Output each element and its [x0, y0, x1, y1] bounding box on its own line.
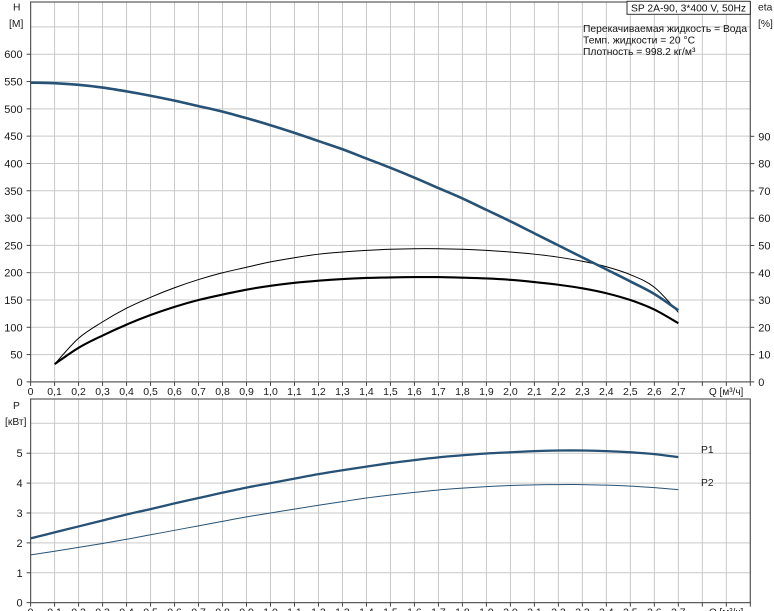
svg-text:40: 40 — [758, 268, 770, 280]
svg-text:1,5: 1,5 — [383, 607, 398, 611]
svg-text:0,3: 0,3 — [95, 607, 110, 611]
svg-text:0,9: 0,9 — [239, 607, 254, 611]
svg-text:50: 50 — [10, 350, 22, 362]
svg-text:4: 4 — [16, 478, 22, 490]
svg-text:0,3: 0,3 — [95, 386, 110, 398]
svg-text:0: 0 — [16, 598, 22, 610]
svg-text:0,5: 0,5 — [143, 607, 158, 611]
svg-text:P2: P2 — [701, 478, 714, 489]
svg-text:1,2: 1,2 — [311, 607, 326, 611]
svg-text:P: P — [13, 401, 20, 412]
svg-text:1,4: 1,4 — [359, 607, 374, 611]
svg-text:H: H — [13, 3, 20, 14]
svg-text:1,7: 1,7 — [431, 607, 446, 611]
svg-text:[%]: [%] — [758, 19, 773, 30]
svg-text:0,1: 0,1 — [47, 607, 62, 611]
svg-text:2,2: 2,2 — [551, 386, 566, 398]
svg-text:1: 1 — [16, 568, 22, 580]
svg-text:1,0: 1,0 — [263, 386, 278, 398]
svg-text:1,2: 1,2 — [311, 386, 326, 398]
svg-text:2,1: 2,1 — [527, 607, 542, 611]
svg-text:Перекачиваемая жидкость = Вода: Перекачиваемая жидкость = Вода — [583, 24, 747, 35]
svg-text:Плотность = 998.2 кг/м³: Плотность = 998.2 кг/м³ — [583, 47, 696, 58]
svg-text:350: 350 — [4, 186, 22, 198]
svg-text:2,5: 2,5 — [623, 386, 638, 398]
svg-text:250: 250 — [4, 240, 22, 252]
svg-text:1,0: 1,0 — [263, 607, 278, 611]
svg-text:2,1: 2,1 — [527, 386, 542, 398]
svg-text:50: 50 — [758, 240, 770, 252]
svg-text:2,3: 2,3 — [575, 386, 590, 398]
svg-text:2,6: 2,6 — [647, 607, 662, 611]
svg-text:0,6: 0,6 — [167, 607, 182, 611]
svg-text:1,9: 1,9 — [479, 607, 494, 611]
svg-text:eta: eta — [758, 3, 773, 14]
svg-text:2,7: 2,7 — [671, 607, 686, 611]
svg-text:0,5: 0,5 — [143, 386, 158, 398]
svg-text:600: 600 — [4, 49, 22, 61]
svg-text:2,4: 2,4 — [599, 386, 614, 398]
svg-text:Q [м³/ч]: Q [м³/ч] — [709, 608, 744, 611]
svg-text:80: 80 — [758, 159, 770, 171]
svg-text:1,6: 1,6 — [407, 386, 422, 398]
svg-text:0: 0 — [28, 607, 34, 611]
svg-text:1,4: 1,4 — [359, 386, 374, 398]
svg-text:500: 500 — [4, 104, 22, 116]
svg-text:0,7: 0,7 — [191, 386, 206, 398]
svg-text:SP 2A-90, 3*400 V, 50Hz: SP 2A-90, 3*400 V, 50Hz — [631, 3, 746, 14]
svg-text:1,1: 1,1 — [287, 607, 302, 611]
svg-text:0,4: 0,4 — [119, 386, 134, 398]
svg-text:550: 550 — [4, 77, 22, 89]
svg-text:0,8: 0,8 — [215, 607, 230, 611]
svg-text:0,1: 0,1 — [47, 386, 62, 398]
svg-text:P1: P1 — [701, 445, 714, 456]
svg-text:Темп. жидкости = 20 °C: Темп. жидкости = 20 °C — [583, 36, 696, 47]
svg-text:0,2: 0,2 — [71, 607, 86, 611]
svg-text:0,8: 0,8 — [215, 386, 230, 398]
svg-text:70: 70 — [758, 186, 770, 198]
svg-text:10: 10 — [758, 350, 770, 362]
svg-text:0,4: 0,4 — [119, 607, 134, 611]
svg-text:1,5: 1,5 — [383, 386, 398, 398]
svg-text:2,0: 2,0 — [503, 607, 518, 611]
svg-text:Q [м³/ч]: Q [м³/ч] — [709, 387, 744, 398]
svg-text:0: 0 — [758, 377, 764, 389]
svg-text:1,9: 1,9 — [479, 386, 494, 398]
svg-text:0: 0 — [28, 386, 34, 398]
svg-text:400: 400 — [4, 158, 22, 170]
svg-text:3: 3 — [16, 508, 22, 520]
svg-text:300: 300 — [4, 213, 22, 225]
svg-text:2,5: 2,5 — [623, 607, 638, 611]
svg-text:2,7: 2,7 — [671, 386, 686, 398]
svg-text:1,7: 1,7 — [431, 386, 446, 398]
svg-text:2,2: 2,2 — [551, 607, 566, 611]
svg-text:200: 200 — [4, 268, 22, 280]
svg-text:1,3: 1,3 — [335, 386, 350, 398]
svg-text:1,8: 1,8 — [455, 386, 470, 398]
svg-text:60: 60 — [758, 213, 770, 225]
svg-text:0,9: 0,9 — [239, 386, 254, 398]
svg-text:150: 150 — [4, 295, 22, 307]
svg-text:100: 100 — [4, 322, 22, 334]
svg-text:2,6: 2,6 — [647, 386, 662, 398]
svg-text:2,4: 2,4 — [599, 607, 614, 611]
svg-text:1,8: 1,8 — [455, 607, 470, 611]
svg-text:450: 450 — [4, 131, 22, 143]
svg-text:0,2: 0,2 — [71, 386, 86, 398]
svg-text:20: 20 — [758, 322, 770, 334]
svg-text:2,0: 2,0 — [503, 386, 518, 398]
svg-text:0: 0 — [16, 377, 22, 389]
svg-text:5: 5 — [16, 448, 22, 460]
svg-text:0,6: 0,6 — [167, 386, 182, 398]
svg-text:1,3: 1,3 — [335, 607, 350, 611]
svg-text:[M]: [M] — [9, 19, 23, 30]
svg-text:2,3: 2,3 — [575, 607, 590, 611]
svg-text:2: 2 — [16, 538, 22, 550]
svg-text:1,6: 1,6 — [407, 607, 422, 611]
svg-text:1,1: 1,1 — [287, 386, 302, 398]
svg-text:90: 90 — [758, 131, 770, 143]
svg-text:[кВт]: [кВт] — [5, 417, 27, 428]
svg-text:0,7: 0,7 — [191, 607, 206, 611]
svg-text:30: 30 — [758, 295, 770, 307]
